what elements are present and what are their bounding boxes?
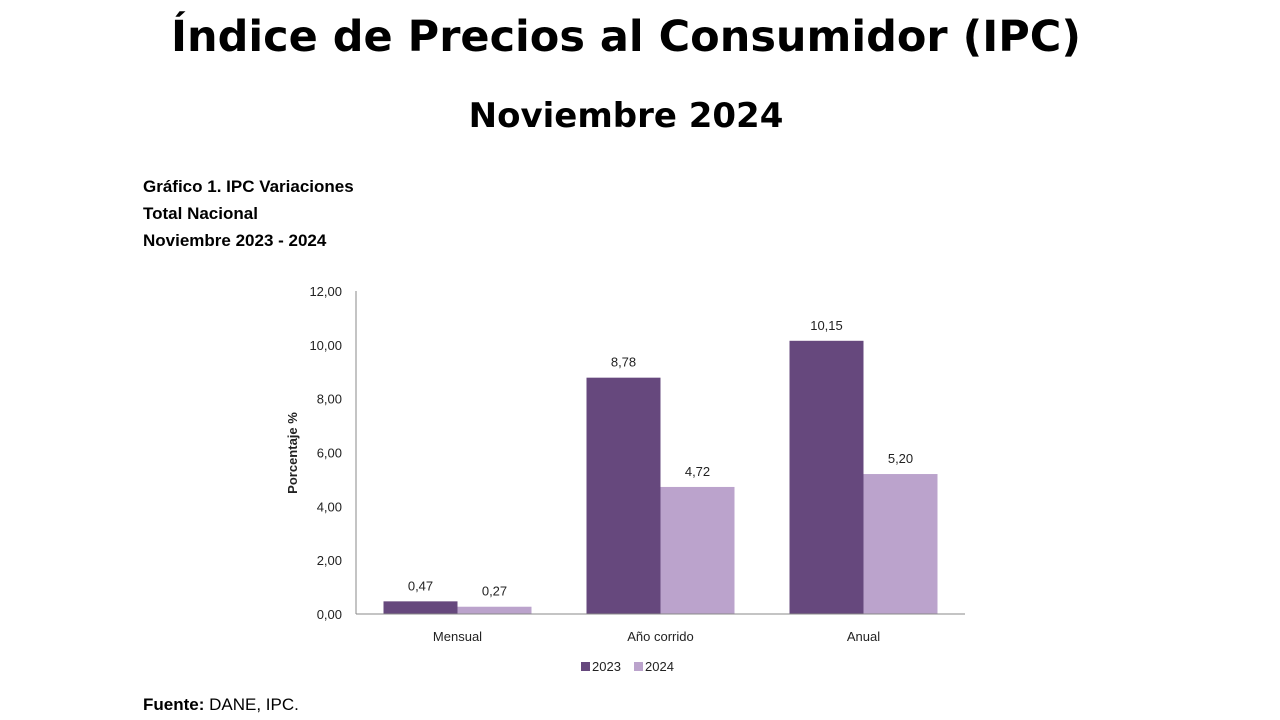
y-tick-label: 10,00 bbox=[309, 338, 342, 353]
data-label: 0,27 bbox=[482, 584, 507, 599]
y-tick-label: 4,00 bbox=[317, 499, 342, 514]
bar-2023-mensual bbox=[383, 601, 458, 614]
x-tick-label: Mensual bbox=[433, 629, 482, 644]
x-tick-label: Año corrido bbox=[627, 629, 693, 644]
legend-swatch-2024 bbox=[634, 662, 643, 671]
legend-label-2024: 2024 bbox=[645, 659, 674, 674]
bar-2024-año-corrido bbox=[660, 486, 735, 614]
chart-caption-line-1: Gráfico 1. IPC Variaciones bbox=[143, 177, 354, 196]
data-label: 10,15 bbox=[810, 318, 843, 333]
data-label: 0,47 bbox=[408, 578, 433, 593]
y-tick-label: 6,00 bbox=[317, 446, 342, 461]
data-label: 8,78 bbox=[611, 355, 636, 370]
source-note: Fuente: DANE, IPC. bbox=[143, 695, 299, 715]
chart-caption-line-2: Total Nacional bbox=[143, 204, 258, 223]
bar-2024-anual bbox=[863, 474, 938, 614]
y-axis-label: Porcentaje % bbox=[285, 412, 300, 494]
source-label: Fuente: bbox=[143, 695, 205, 714]
y-tick-label: 0,00 bbox=[317, 607, 342, 622]
data-label: 5,20 bbox=[888, 451, 913, 466]
x-tick-label: Anual bbox=[847, 629, 880, 644]
page-subtitle: Noviembre 2024 bbox=[468, 96, 784, 136]
legend-label-2023: 2023 bbox=[592, 659, 621, 674]
legend-swatch-2023 bbox=[581, 662, 590, 671]
y-tick-label: 2,00 bbox=[317, 553, 342, 568]
bar-2023-anual bbox=[789, 340, 864, 614]
source-text: DANE, IPC. bbox=[204, 695, 299, 714]
y-tick-label: 12,00 bbox=[309, 284, 342, 299]
data-label: 4,72 bbox=[685, 464, 710, 479]
bar-2024-mensual bbox=[457, 606, 532, 614]
y-tick-label: 8,00 bbox=[317, 392, 342, 407]
bar-2023-año-corrido bbox=[586, 377, 661, 614]
chart-caption-line-3: Noviembre 2023 - 2024 bbox=[143, 231, 327, 250]
page-title: Índice de Precios al Consumidor (IPC) bbox=[171, 12, 1081, 62]
